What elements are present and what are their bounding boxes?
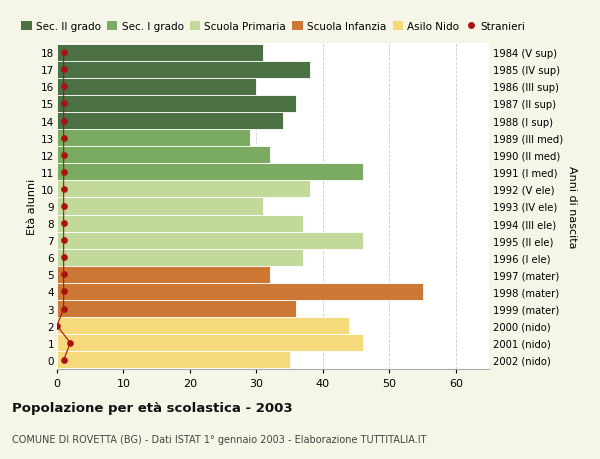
Bar (57, 45, 263, 62)
Bar (57, 95, 296, 113)
Text: Popolazione per età scolastica - 2003: Popolazione per età scolastica - 2003 (12, 402, 293, 414)
Bar (57, 130, 250, 147)
Bar (57, 335, 363, 352)
Bar (57, 215, 303, 232)
Bar (57, 198, 263, 215)
Legend: Sec. II grado, Sec. I grado, Scuola Primaria, Scuola Infanzia, Asilo Nido, Stran: Sec. II grado, Sec. I grado, Scuola Prim… (21, 22, 525, 32)
Bar (57, 62, 310, 78)
Y-axis label: Età alunni: Età alunni (27, 179, 37, 235)
Bar (57, 232, 363, 249)
Bar (57, 318, 349, 335)
Bar (57, 164, 363, 181)
Bar (57, 78, 256, 95)
Bar (57, 113, 283, 130)
Text: COMUNE DI ROVETTA (BG) - Dati ISTAT 1° gennaio 2003 - Elaborazione TUTTITALIA.IT: COMUNE DI ROVETTA (BG) - Dati ISTAT 1° g… (12, 434, 427, 444)
Bar (57, 147, 269, 164)
Bar (57, 266, 269, 283)
Bar (57, 283, 422, 300)
Y-axis label: Anni di nascita: Anni di nascita (567, 165, 577, 248)
Bar (57, 181, 310, 198)
Bar (57, 300, 296, 318)
Bar (57, 249, 303, 266)
Bar (57, 352, 290, 369)
